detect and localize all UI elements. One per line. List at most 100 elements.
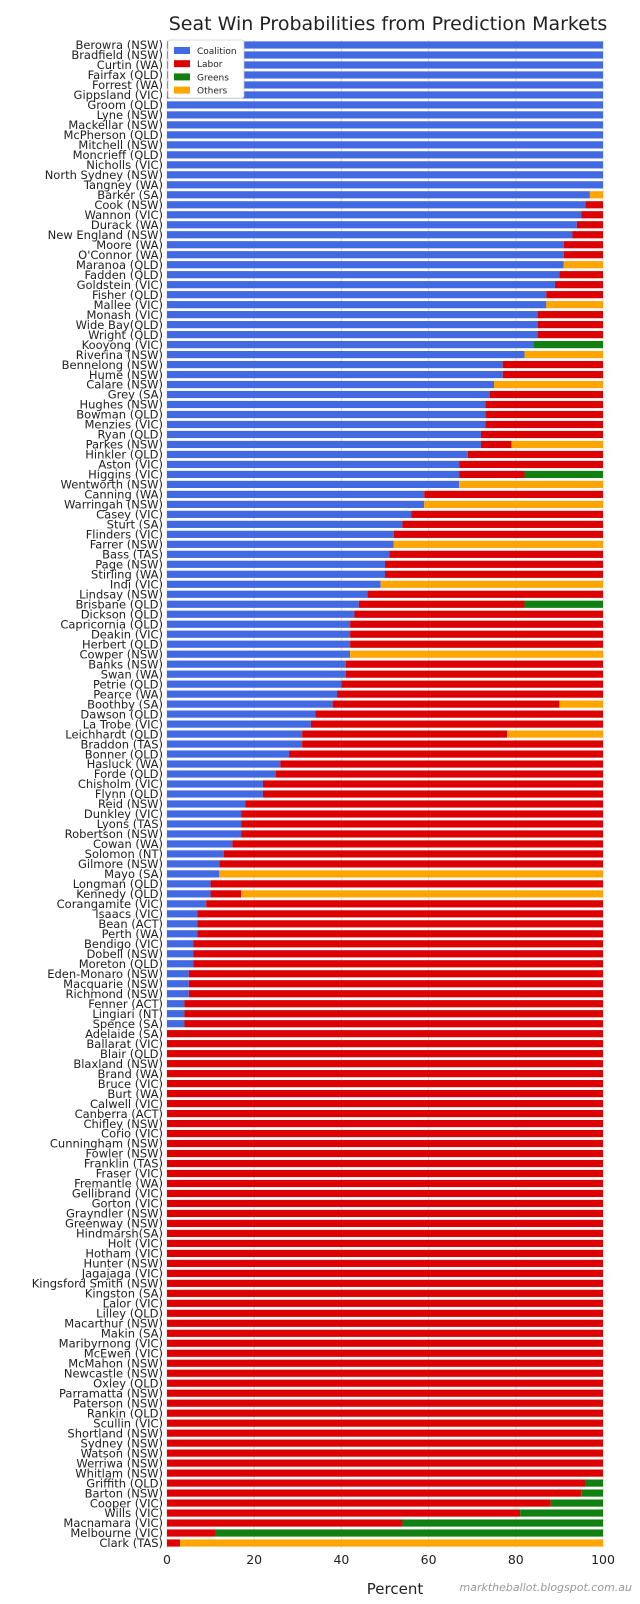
bar-segment-labor [210, 890, 242, 898]
category-label: Jagajaga (VIC) [81, 1267, 163, 1281]
bar-segment-labor [480, 430, 603, 439]
category-label: Dobell (NSW) [86, 947, 163, 961]
bar-segment-coalition [167, 900, 207, 908]
category-label: Braddon (TAS) [80, 737, 163, 751]
category-label: Melbourne (VIC) [70, 1526, 163, 1540]
bar-segment-coalition [167, 201, 586, 209]
bar-segment-labor [367, 590, 603, 598]
bar-segment-coalition [167, 550, 390, 558]
bar-segment-coalition [167, 910, 198, 918]
bar-segment-coalition [167, 870, 220, 878]
category-label: Robertson (NSW) [65, 827, 163, 841]
category-label: Leichhardt (QLD) [65, 727, 163, 741]
bar-segment-coalition [167, 81, 603, 89]
category-label: Burt (WA) [107, 1087, 163, 1101]
bar-segment-labor [167, 1169, 603, 1178]
category-label: Swan (WA) [101, 667, 163, 681]
category-label: Moncrieff (QLD) [73, 148, 163, 162]
bar-segment-labor [555, 281, 603, 289]
category-label: Sydney (NSW) [81, 1436, 163, 1450]
bar-segment-labor [167, 1349, 603, 1357]
category-label: Lindsay (NSW) [79, 587, 163, 601]
bar-segment-labor [559, 271, 603, 279]
category-label: Corangamite (VIC) [57, 897, 163, 911]
bar-segment-labor [302, 740, 603, 748]
bar-segment-coalition [167, 730, 303, 738]
category-label: Solomon (NT) [85, 847, 163, 861]
category-label: Greenway (NSW) [65, 1217, 163, 1231]
category-label: Sturt (SA) [107, 518, 163, 532]
bar-segment-labor [167, 1249, 603, 1257]
category-label: Hinkler (QLD) [85, 448, 163, 462]
bar-segment-coalition [167, 590, 368, 598]
bar-segment-coalition [167, 291, 547, 299]
category-label: Canberra (ACT) [75, 1107, 163, 1121]
chart-title: Seat Win Probabilities from Prediction M… [169, 13, 608, 35]
bar-segment-coalition [167, 650, 351, 658]
bar-segment-labor [167, 1509, 521, 1517]
bar-segment-coalition [167, 800, 246, 808]
bar-segment-labor [167, 1119, 603, 1128]
x-tick-label: 20 [246, 1552, 262, 1567]
bar-segment-labor [480, 440, 512, 449]
legend-label-coalition: Coalition [197, 47, 237, 57]
category-label: Cook (NSW) [94, 198, 163, 212]
legend: Coalition Labor Greens Others [167, 39, 245, 99]
bar-segment-coalition [167, 690, 338, 698]
bar-segment-labor [345, 660, 603, 668]
bar-segment-labor [167, 1289, 603, 1297]
bar-segment-coalition [167, 610, 355, 618]
bar-segment-coalition [167, 1010, 185, 1018]
category-label: Fenner (ACT) [88, 997, 163, 1011]
category-label: Page (NSW) [95, 558, 163, 572]
bar-segment-labor [341, 680, 603, 688]
bar-segment-labor [167, 1389, 603, 1397]
bar-segment-labor [315, 710, 603, 718]
category-label: Bean (ACT) [98, 917, 163, 931]
bar-segment-labor [310, 720, 603, 728]
category-label: Fisher (QLD) [92, 288, 163, 302]
bar-segment-labor [167, 1439, 603, 1447]
category-label: Cowan (WA) [93, 837, 163, 851]
bar-segment-greens [533, 341, 603, 349]
bar-segment-greens [524, 600, 603, 608]
bar-segment-labor [572, 231, 603, 239]
category-label: Holt (VIC) [108, 1237, 163, 1251]
category-label: Reid (NSW) [98, 797, 163, 811]
bar-segment-coalition [167, 810, 242, 818]
bar-segment-labor [332, 700, 560, 708]
category-label: Bennelong (NSW) [62, 358, 163, 372]
bar-segment-labor [502, 360, 603, 369]
category-label: Newcastle (NSW) [64, 1366, 163, 1380]
category-label: Wide Bay(QLD) [76, 318, 163, 332]
bar-segment-labor [411, 510, 603, 518]
bar-segment-labor [167, 1299, 603, 1307]
bar-segment-labor [193, 940, 603, 948]
bar-segment-coalition [167, 221, 577, 229]
category-label: Maranoa (QLD) [76, 258, 163, 272]
category-label: Fadden (QLD) [84, 268, 163, 282]
category-label: Parkes (NSW) [86, 438, 163, 452]
bar-segment-labor [167, 1279, 603, 1287]
bar-segment-coalition [167, 710, 316, 718]
category-label: Durack (WA) [91, 218, 163, 232]
category-label: Herbert (QLD) [82, 637, 163, 651]
bar-segment-labor [241, 820, 603, 828]
category-label: Adelaide (SA) [85, 1027, 163, 1041]
bar-segment-labor [167, 1219, 603, 1228]
bar-segment-others [459, 480, 603, 489]
category-label: Maribyrnong (VIC) [59, 1336, 163, 1350]
bar-segment-labor [167, 1309, 603, 1317]
bar-segment-labor [459, 470, 525, 479]
bar-segment-labor [219, 860, 603, 868]
bar-segment-labor [188, 970, 604, 978]
bar-segment-greens [581, 1489, 603, 1497]
bar-segment-coalition [167, 890, 211, 898]
category-label: Monash (VIC) [87, 308, 164, 322]
bar-segment-coalition [167, 760, 281, 768]
bar-segment-coalition [167, 510, 412, 518]
bar-segment-labor [393, 530, 603, 538]
bar-segment-labor [459, 460, 603, 469]
bar-segment-others [424, 500, 603, 508]
